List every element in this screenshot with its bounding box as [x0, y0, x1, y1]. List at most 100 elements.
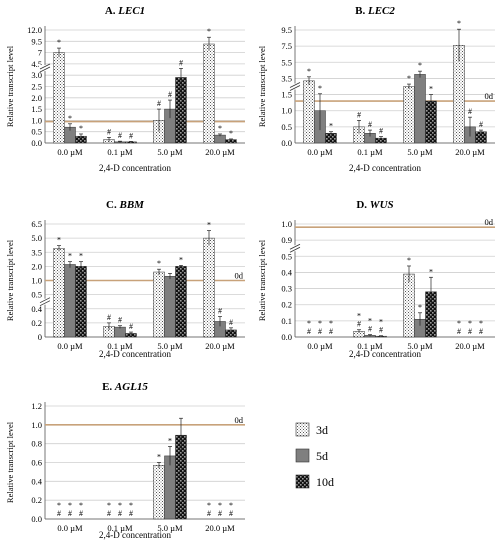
- x-tick-label: 20.0 µM: [205, 341, 235, 351]
- significance-mark: *: [179, 255, 183, 264]
- significance-mark: #: [57, 509, 61, 518]
- significance-mark: *: [418, 303, 422, 312]
- bar-10d-4: [475, 131, 487, 144]
- y-tick-label: 2.0: [31, 261, 42, 271]
- significance-mark: *: [57, 501, 61, 510]
- y-axis-title: Relative transcript level: [5, 45, 15, 127]
- x-tick-label: 0.0 µM: [57, 523, 83, 533]
- y-tick-label: 1.0: [281, 106, 292, 116]
- significance-mark: #: [307, 327, 311, 336]
- y-tick-label: 1.5: [281, 90, 292, 100]
- bar-5d-4: [214, 134, 226, 144]
- panel-letter: D.: [356, 199, 369, 211]
- significance-mark: *: [157, 453, 161, 462]
- bar-5d-1: [64, 264, 76, 338]
- axis-break-mark: [39, 300, 51, 307]
- y-tick-label: 7: [38, 48, 42, 58]
- y-tick-label: 0.0: [31, 138, 42, 148]
- y-tick-label: 0.2: [31, 495, 42, 505]
- bar-10d-3: [175, 266, 187, 338]
- y-tick-label: 0.0: [281, 138, 292, 148]
- baseline-label: 0d: [485, 217, 494, 227]
- significance-mark: #: [379, 127, 383, 136]
- y-tick-label: 1.0: [31, 276, 42, 286]
- y-tick-label: 5.5: [281, 57, 292, 67]
- y-axis-title: Relative transcript level: [5, 421, 15, 503]
- significance-mark: *: [157, 259, 161, 268]
- significance-mark: *: [329, 319, 333, 328]
- y-tick-label: 0.4: [31, 476, 42, 486]
- significance-mark: #: [107, 313, 111, 322]
- baseline-label: 0d: [235, 271, 244, 281]
- legend-swatch-5d: [295, 448, 310, 463]
- y-tick-label: 1.0: [31, 115, 42, 125]
- y-tick-label: 0.8: [31, 439, 42, 449]
- legend-swatch-10d: [295, 474, 310, 489]
- significance-mark: #: [68, 509, 72, 518]
- y-tick-label: 0.0: [281, 332, 292, 342]
- significance-mark: *: [207, 501, 211, 510]
- y-tick-label: 0.2: [31, 318, 42, 328]
- panel-letter: C.: [106, 199, 119, 211]
- y-axis-title: Relative transcript level: [257, 239, 267, 321]
- axis-break-mark: [289, 82, 301, 88]
- axis-break-gap: [289, 83, 301, 90]
- legend-swatch-3d: [295, 422, 310, 437]
- y-tick-label: 3.5: [31, 247, 42, 257]
- x-tick-label: 0.1 µM: [107, 341, 133, 351]
- x-tick-label: 0.0 µM: [307, 147, 333, 157]
- significance-mark: #: [218, 509, 222, 518]
- significance-mark: *: [379, 318, 383, 327]
- x-axis-title: 2,4-D concentration: [99, 163, 171, 173]
- panel-lec1: A. LEC1 0.00.5 1.01.52.02.5 3.04.57 9.512.0 *…: [5, 5, 245, 173]
- significance-mark: *: [79, 124, 83, 133]
- y-tick-label: 0.0: [31, 514, 42, 524]
- y-tick-label: 2.0: [31, 93, 42, 103]
- significance-mark: #: [229, 509, 233, 518]
- significance-mark: *: [307, 67, 311, 76]
- significance-mark: *: [318, 84, 322, 93]
- significance-mark: #: [107, 127, 111, 136]
- bar-10d-1: [75, 266, 87, 338]
- panel-title: D. WUS: [356, 199, 393, 211]
- panel-letter: A.: [105, 5, 118, 17]
- y-tick-label: 1.5: [31, 104, 42, 114]
- y-tick-label: 7.5: [281, 41, 292, 51]
- panel-title: B. LEC2: [355, 5, 395, 17]
- y-tick-label: 1.0: [281, 219, 292, 229]
- significance-mark: #: [479, 120, 483, 129]
- x-axis-title: 2,4-D concentration: [99, 349, 171, 359]
- y-tick-label: 12.0: [27, 25, 42, 35]
- axis-break-gap: [39, 298, 51, 305]
- y-tick-label: 5.0: [31, 233, 42, 243]
- significance-mark: #: [107, 509, 111, 518]
- panel-title: C. BBM: [106, 199, 145, 211]
- legend-label-10d: 10d: [316, 475, 334, 489]
- legend: 3d 5d 10d: [295, 422, 334, 489]
- x-tick-label: 0.1 µM: [357, 341, 383, 351]
- y-tick-label: 4.5: [31, 59, 42, 69]
- bar-3d-4: [203, 237, 215, 338]
- significance-mark: *: [368, 317, 372, 326]
- significance-mark: *: [229, 129, 233, 138]
- significance-mark: *: [407, 74, 411, 83]
- significance-mark: *: [68, 252, 72, 261]
- x-tick-label: 0.1 µM: [357, 147, 383, 157]
- y-tick-label: 2.5: [31, 82, 42, 92]
- x-tick-label: 20.0 µM: [455, 147, 485, 157]
- panel-agl15: E. AGL150.00.20.40.60.81.01.20d*#*#*#0.0…: [5, 381, 245, 540]
- legend-label-5d: 5d: [316, 449, 328, 463]
- x-tick-label: 20.0 µM: [455, 341, 485, 351]
- significance-mark: *: [429, 85, 433, 94]
- significance-mark: #: [129, 509, 133, 518]
- axis-break-mark: [289, 243, 301, 250]
- significance-mark: *: [429, 267, 433, 276]
- significance-mark: #: [157, 99, 161, 108]
- x-axis-title: 2,4-D concentration: [99, 530, 171, 540]
- panel-title: A. LEC1: [105, 5, 145, 17]
- bar-5d-3: [414, 74, 426, 144]
- significance-mark: #: [118, 316, 122, 325]
- baseline-label: 0d: [485, 91, 494, 101]
- axis-break-mark: [39, 63, 51, 70]
- y-tick-label: 0: [38, 332, 42, 342]
